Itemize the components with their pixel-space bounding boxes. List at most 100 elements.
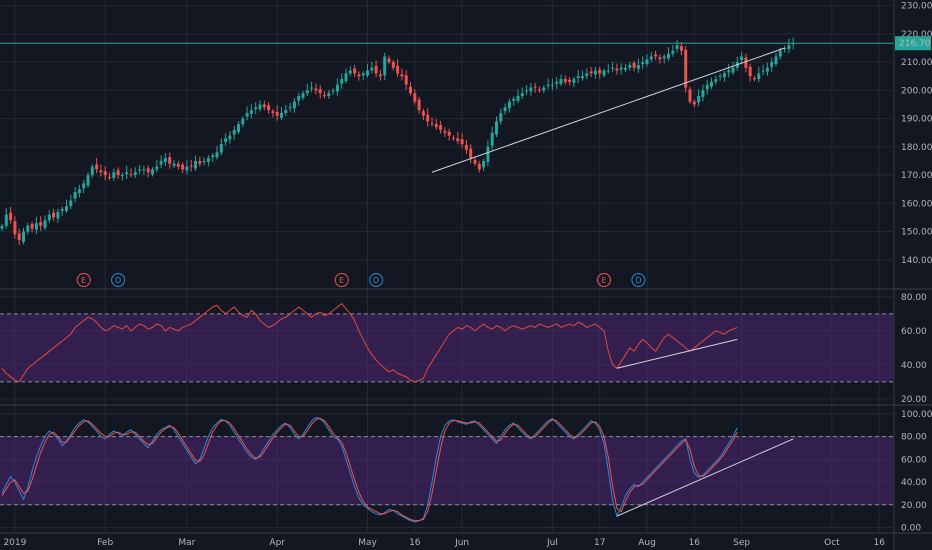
candle-body — [331, 90, 335, 92]
candle-body — [542, 87, 546, 91]
candle-body — [632, 62, 636, 68]
candle-body — [413, 93, 417, 102]
candle-body — [740, 56, 744, 61]
time-axis-label: May — [358, 538, 377, 548]
time-axis-label: 16 — [409, 538, 421, 548]
price-tick-label: 210.00 — [901, 58, 932, 68]
rsi-tick-label: 80.00 — [901, 293, 927, 303]
candle-body — [159, 160, 163, 165]
candle-body — [249, 110, 253, 114]
price-scale[interactable]: 140.00 150.00 160.00 170.00 180.00 190.00 200.… — [895, 2, 932, 534]
candle-body — [314, 88, 318, 91]
candle-body — [297, 96, 301, 101]
earnings-marker[interactable] — [334, 273, 349, 287]
candle-body — [611, 67, 615, 69]
candle-body — [120, 175, 124, 177]
last-price-label: 216.70 — [899, 39, 931, 49]
candle-body — [593, 70, 597, 75]
candle-body — [727, 70, 731, 73]
candle-body — [671, 50, 675, 54]
candle-body — [146, 168, 150, 173]
rsi-panel[interactable] — [1, 302, 738, 383]
candle-body — [323, 95, 326, 97]
candle-body — [387, 58, 391, 63]
candle-body — [69, 200, 73, 207]
candle-body — [99, 170, 103, 173]
candle-body — [176, 163, 180, 167]
time-scale[interactable]: 2019 Feb Mar Apr May 16 Jun Jul 17 Aug 16 Sep Oct 16 — [3, 538, 885, 548]
rsi-tick-label: 20.00 — [901, 395, 927, 405]
stoch-trendline[interactable] — [616, 438, 794, 517]
time-axis-label: 17 — [594, 538, 605, 548]
candle-body — [39, 222, 43, 226]
candle-body — [185, 166, 189, 171]
candle-body — [138, 169, 142, 171]
candle-body — [701, 90, 705, 97]
earnings-marker-label: E — [339, 276, 344, 285]
candle-body — [34, 223, 38, 230]
candle-body — [430, 123, 434, 125]
dividend-marker[interactable] — [369, 273, 384, 287]
candle-body — [47, 214, 51, 221]
earnings-marker-label: E — [81, 276, 86, 285]
stochastic-panel[interactable] — [1, 416, 794, 523]
dividend-marker-label: D — [635, 276, 641, 285]
candle-body — [353, 68, 357, 74]
rsi-band-fill — [0, 313, 893, 382]
candle-body — [602, 70, 606, 76]
dividend-marker[interactable] — [631, 273, 646, 287]
candle-body — [718, 76, 722, 78]
candle-body — [275, 111, 279, 116]
price-tick-label: 160.00 — [901, 199, 932, 209]
candle-body — [546, 84, 550, 86]
time-axis-label: Jun — [454, 538, 469, 548]
rsi-trendline[interactable] — [616, 338, 738, 369]
candle-body — [525, 90, 529, 92]
candle-body — [194, 160, 197, 169]
candle-body — [761, 70, 765, 72]
earnings-marker[interactable] — [597, 273, 611, 287]
candle-body — [409, 86, 412, 94]
candle-body — [538, 89, 541, 91]
candle-body — [606, 70, 610, 72]
earnings-marker[interactable] — [76, 273, 91, 287]
time-axis-label: Aug — [638, 538, 656, 548]
candle-body — [692, 101, 696, 105]
candle-body — [206, 158, 210, 162]
candle-body — [65, 206, 68, 211]
candle-body — [133, 172, 137, 176]
candle-body — [585, 73, 589, 77]
candle-body — [284, 110, 288, 113]
candle-body — [163, 158, 167, 162]
candle-body — [232, 129, 236, 135]
candle-body — [4, 214, 8, 226]
candle-body — [576, 76, 580, 79]
candle-body — [512, 98, 516, 101]
candle-body — [292, 101, 296, 109]
candle-body — [90, 166, 94, 176]
candle-body — [258, 104, 262, 110]
dividend-marker-label: D — [115, 276, 121, 285]
candle-body — [490, 132, 494, 146]
candle-body — [654, 54, 658, 57]
candle-body — [649, 56, 653, 60]
time-axis-label: 16 — [689, 538, 701, 548]
candle-body — [43, 220, 47, 228]
price-tick-label: 200.00 — [901, 86, 932, 96]
stoch-d-line — [1, 417, 738, 522]
candle-body — [357, 74, 361, 77]
candle-body — [778, 50, 782, 57]
price-trendline[interactable] — [431, 47, 785, 173]
price-tick-label: 230.00 — [901, 2, 932, 12]
candle-body — [624, 67, 627, 70]
candle-body — [581, 76, 584, 79]
candle-body — [219, 144, 223, 153]
candle-body — [486, 146, 490, 162]
candle-body — [77, 189, 81, 193]
dividend-marker[interactable] — [111, 273, 126, 287]
candle-body — [202, 160, 206, 162]
